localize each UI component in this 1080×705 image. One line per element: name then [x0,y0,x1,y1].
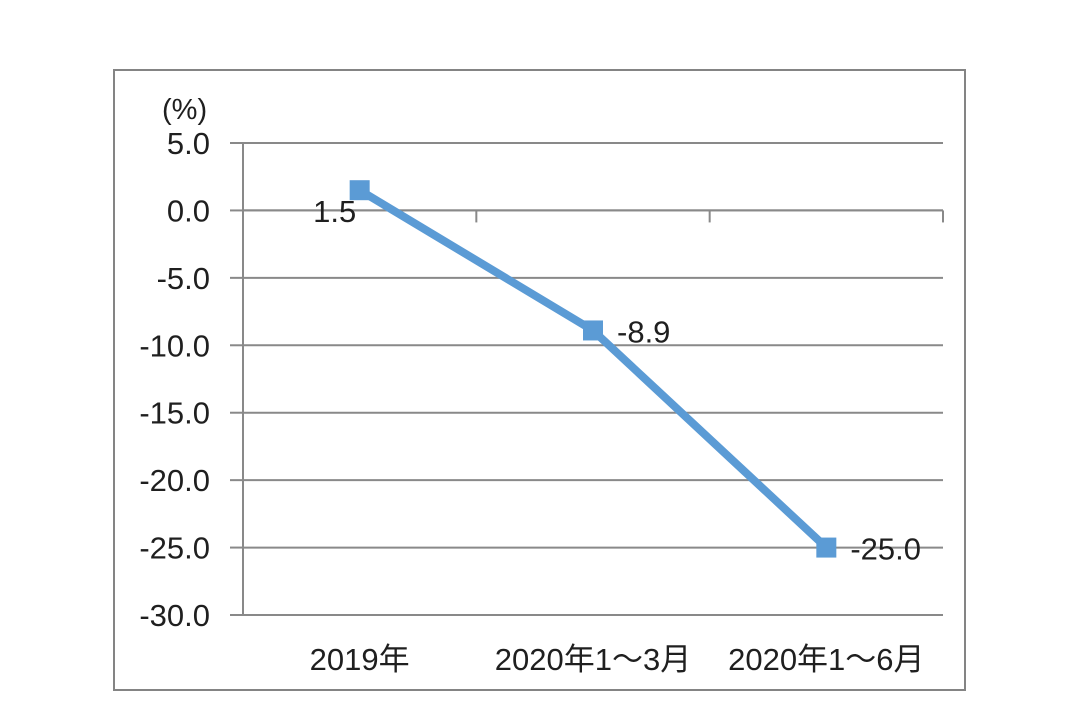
x-axis-category-labels: 2019年 2020年1～3月 2020年1～6月 [310,642,925,677]
data-series [349,180,837,558]
data-point-marker [583,320,603,341]
x-axis-category-label: 2020年1～3月 [495,642,691,677]
y-axis-tick-label: -30.0 [139,598,210,633]
y-axis-tick-label: -20.0 [139,463,210,498]
data-label: 1.5 [313,194,356,229]
y-axis-tick-label: 0.0 [167,193,210,228]
data-point-marker [349,180,370,201]
y-axis-tick-labels: 5.0 0.0 -5.0 -10.0 -15.0 -20.0 -25.0 -30.0 [139,126,210,633]
data-point-marker [816,537,837,558]
series-line [357,186,830,551]
y-axis-tick-label: -15.0 [139,396,210,431]
y-axis-unit-label: (%) [162,94,207,126]
y-axis-tick-label: -10.0 [139,328,210,363]
y-axis-tick-label: -5.0 [157,261,210,296]
x-axis-category-label: 2019年 [310,642,410,677]
data-label: -25.0 [850,532,921,567]
y-axis-tick-label: 5.0 [167,126,210,161]
data-labels: 1.5 -8.9 -25.0 [313,194,921,566]
axes [230,142,944,616]
chart-area-border [113,69,966,691]
data-label: -8.9 [617,314,670,349]
y-axis-tick-label: -25.0 [139,531,210,566]
x-axis-category-label: 2020年1～6月 [728,642,924,677]
